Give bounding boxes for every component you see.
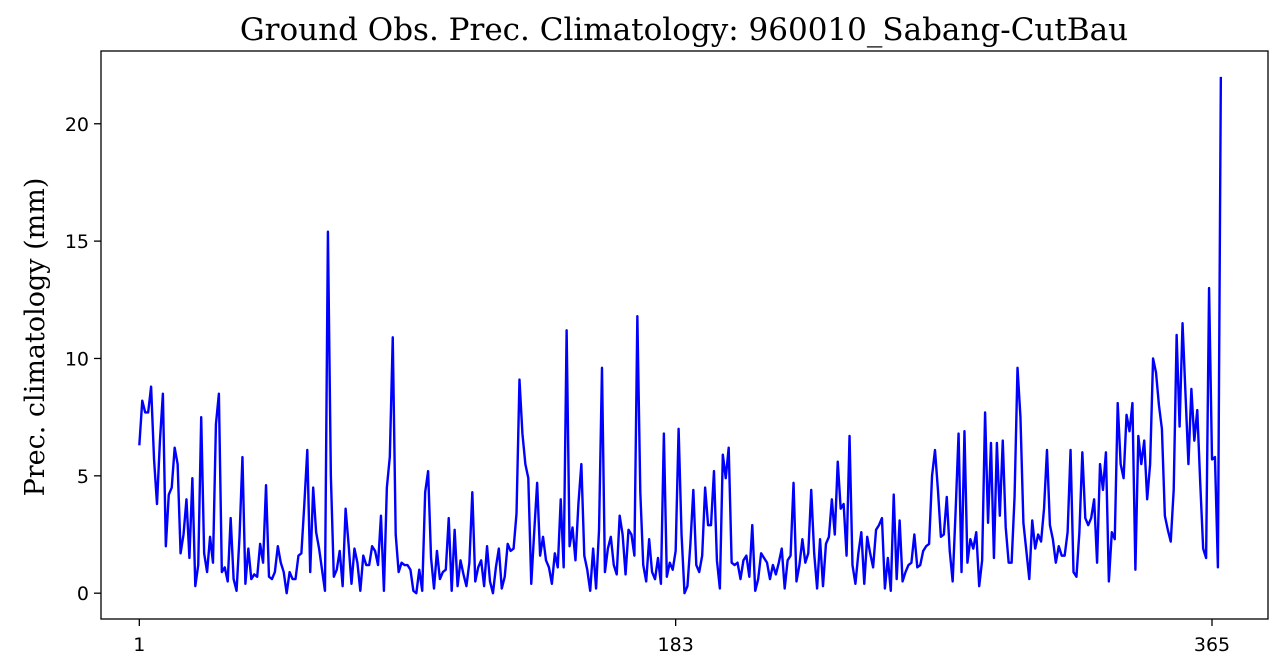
y-axis-ticks: 0 5 10 15 20 [65, 114, 101, 605]
y-tick-label: 20 [65, 114, 89, 136]
y-tick-label: 0 [77, 583, 89, 605]
chart-title: Ground Obs. Prec. Climatology: 960010_Sa… [240, 12, 1128, 48]
axes-frame [100, 50, 1269, 620]
y-tick-label: 5 [77, 466, 89, 488]
y-tick-label: 10 [65, 348, 89, 370]
x-tick-label: 183 [658, 634, 694, 656]
plot-area [138, 76, 1223, 595]
x-tick-label: 1 [133, 634, 145, 656]
y-axis-label: Prec. climatology (mm) [20, 178, 51, 497]
series-line [138, 76, 1223, 595]
y-tick-label: 15 [65, 231, 89, 253]
x-axis-ticks: 1 183 365 [133, 619, 1230, 656]
x-tick-label: 365 [1194, 634, 1230, 656]
